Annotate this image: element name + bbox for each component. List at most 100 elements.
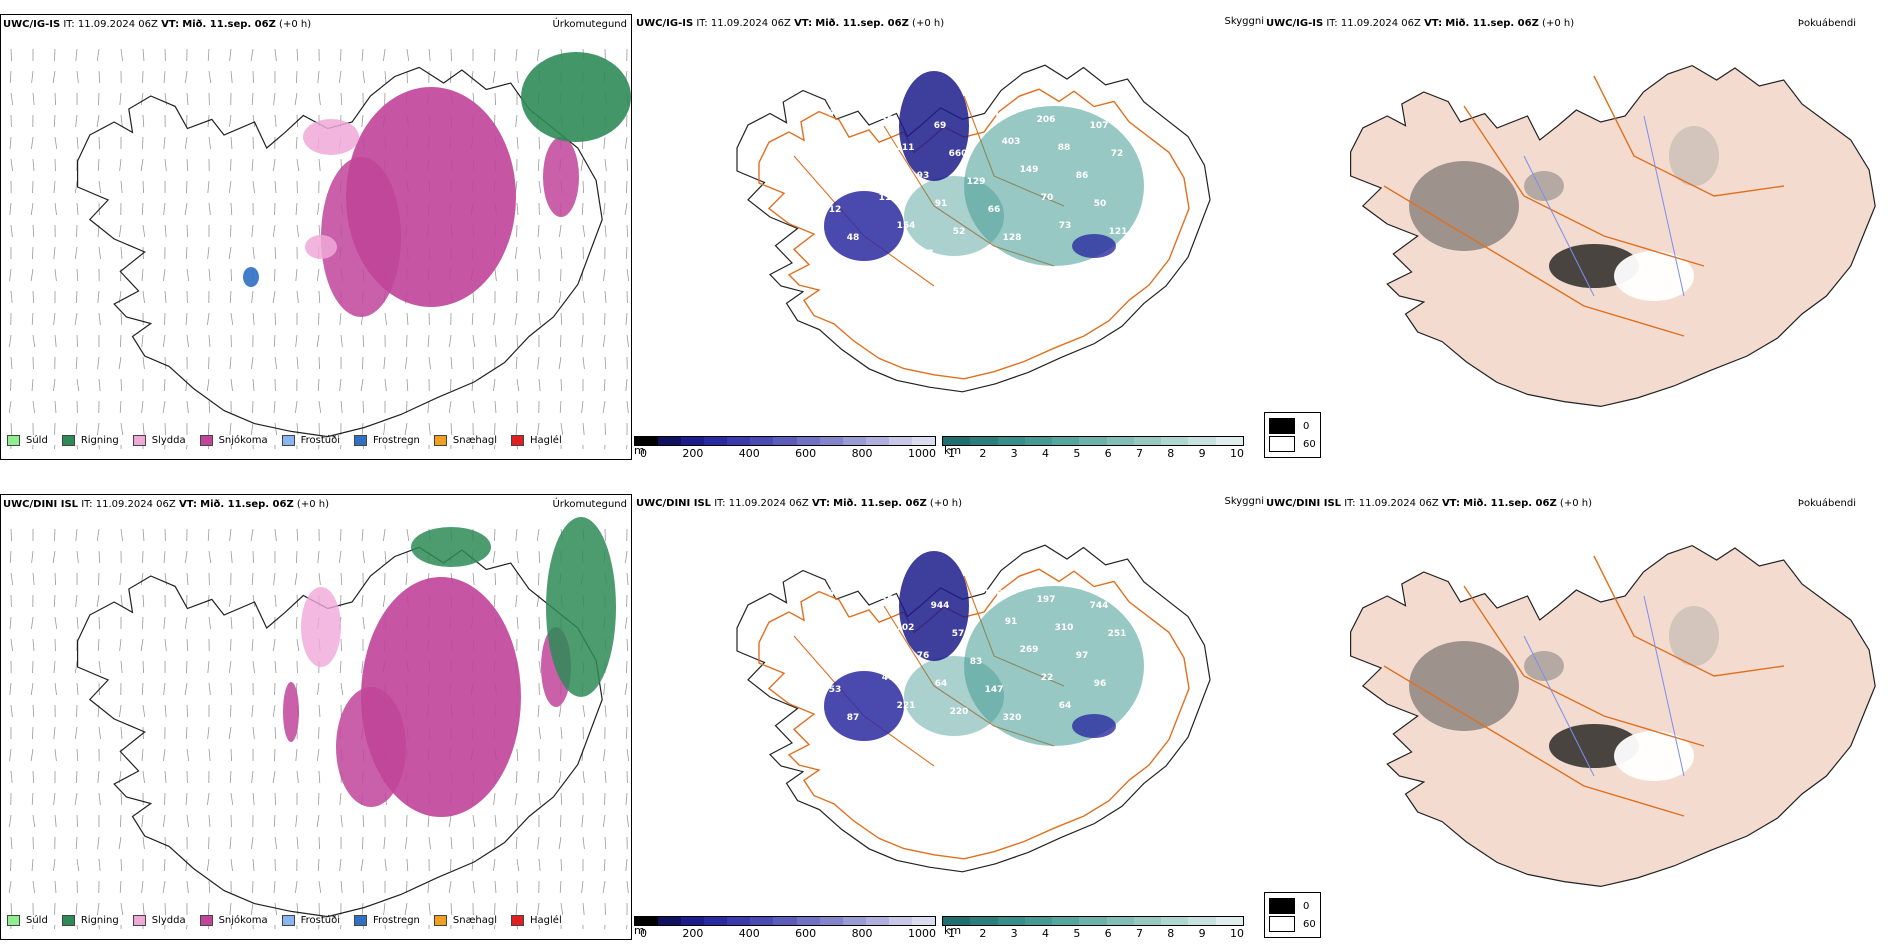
colorbar-tick: 1	[948, 447, 955, 460]
wind-barb	[9, 748, 12, 762]
wind-barb	[9, 616, 12, 630]
wind-barb	[10, 528, 12, 542]
wind-barb	[141, 400, 144, 414]
wind-barb	[120, 726, 123, 740]
wind-barb	[538, 660, 542, 674]
wind-barb	[559, 400, 562, 414]
wind-barb	[230, 224, 232, 238]
fog-area	[1409, 161, 1519, 251]
fog-map	[1350, 544, 1876, 888]
wind-barb	[54, 268, 57, 282]
wind-barb	[163, 136, 166, 150]
wind-barb	[538, 180, 542, 194]
cloud-base-value: 87	[864, 645, 877, 655]
precip-type-panel-top: UWC/IG-IS IT: 11.09.2024 06Z VT: Mið. 11…	[0, 14, 632, 460]
colorbar-tick: 0	[640, 447, 647, 460]
wind-barb	[208, 334, 211, 348]
wind-barb	[471, 858, 474, 872]
wind-barb	[185, 246, 188, 260]
wind-barb	[273, 334, 276, 348]
cloud-base-value: 206	[1037, 115, 1056, 125]
wind-barb	[295, 616, 298, 630]
wind-barb	[318, 792, 320, 806]
wind-barb	[164, 378, 166, 392]
fog-swatch-0	[1269, 418, 1295, 434]
precip-legend: Súld Rigning Slydda Snjókoma Frostúði Frostre…	[7, 435, 576, 446]
wind-barb	[230, 704, 232, 718]
wind-barb	[76, 748, 79, 762]
wind-barb	[448, 400, 452, 414]
wind-barb	[98, 312, 101, 326]
wind-barb	[32, 290, 34, 304]
wind-barb	[603, 682, 606, 696]
wind-barb	[604, 158, 607, 172]
cloud-base-value: 111	[879, 193, 898, 203]
wind-barb	[251, 158, 254, 172]
colorbar-ticks: 0 200 400 600 800 1000	[640, 447, 936, 460]
wind-barb	[537, 356, 540, 370]
wind-barb	[251, 224, 254, 238]
wind-barb	[472, 924, 474, 929]
wind-barb	[493, 858, 496, 872]
wind-barb	[316, 334, 320, 348]
wind-barb	[362, 880, 364, 894]
wind-barb	[318, 444, 320, 449]
wind-barb	[76, 924, 78, 929]
colorbar-tick: 6	[1104, 447, 1112, 460]
wind-barb	[186, 180, 188, 194]
cloud-base-value: 403	[1002, 137, 1021, 147]
wind-barb	[229, 422, 232, 436]
cloud-base-value: 540	[862, 261, 881, 271]
wind-barb	[164, 704, 167, 718]
panel-title: UWC/IG-IS IT: 11.09.2024 06Z VT: Mið. 11…	[3, 19, 312, 30]
wind-barb	[560, 726, 563, 740]
wind-barb	[118, 836, 122, 850]
wind-barb	[96, 48, 100, 62]
rain-area	[411, 527, 491, 567]
wind-barb	[32, 572, 35, 586]
coastline	[77, 66, 603, 438]
fog-free-area	[1614, 731, 1694, 781]
wind-barb	[53, 114, 56, 128]
variable-name: Úrkomutegund	[552, 499, 627, 510]
wind-barb	[208, 902, 210, 916]
wind-barb	[120, 814, 122, 828]
cloud-base-value: 27	[864, 165, 877, 175]
wind-barb	[31, 858, 34, 872]
wind-barb	[252, 594, 256, 608]
wind-barb	[316, 268, 320, 282]
wind-barb	[492, 70, 496, 84]
wind-barb	[602, 814, 606, 828]
wind-barb	[581, 880, 584, 894]
low-visibility-area	[964, 106, 1144, 266]
wind-barb	[207, 528, 210, 542]
wind-barb	[208, 268, 211, 282]
wind-barb	[32, 92, 35, 106]
wind-barb	[142, 290, 145, 304]
cloud-base-value: 211	[896, 143, 915, 153]
wind-barb	[274, 180, 277, 194]
legend-swatch	[281, 435, 295, 446]
wind-barb	[54, 814, 57, 828]
wind-barb	[119, 92, 122, 106]
fog-legend: 0 60	[1264, 892, 1321, 938]
wind-barb	[98, 792, 101, 806]
wind-barb	[230, 312, 234, 326]
wind-barb	[10, 638, 13, 652]
wind-barb	[316, 748, 320, 762]
wind-barb	[406, 48, 410, 62]
cloud-base-value: 52	[953, 227, 966, 237]
wind-barb	[251, 638, 254, 652]
wind-barb	[318, 356, 320, 370]
wind-barb	[141, 334, 144, 348]
wind-barb	[164, 224, 167, 238]
variable-name: Þokuábendi	[1797, 498, 1856, 509]
wind-barb	[186, 814, 189, 828]
legend-label: Súld	[26, 435, 48, 446]
cloud-base-value: 91	[1005, 617, 1018, 627]
wind-barb	[295, 814, 298, 828]
sleet-area	[305, 235, 337, 259]
wind-barb	[118, 356, 122, 370]
wind-barb	[516, 136, 519, 150]
legend-item: Frostregn	[354, 435, 420, 446]
